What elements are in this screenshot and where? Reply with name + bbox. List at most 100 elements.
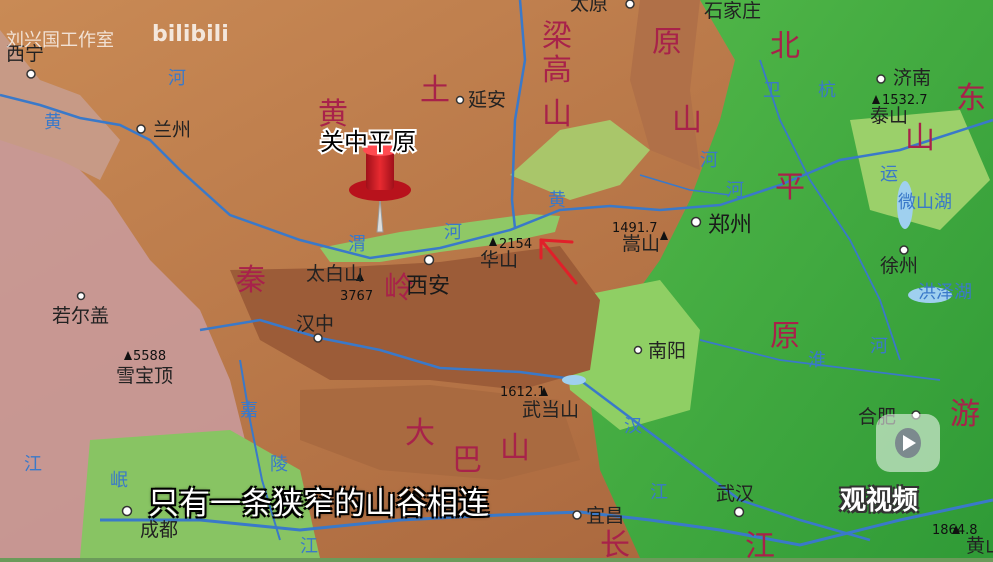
pushpin-needle [376,197,384,233]
region-label-liang: 梁 [542,19,572,54]
river-label-min: 岷 [110,470,128,491]
daba-mountains-terrain [300,385,580,480]
watermark-studio: 刘兴国工作室 [6,30,114,51]
peak-height-taishan: 1532.7 [882,93,928,108]
city-label-lanzhou: 兰州 [153,119,191,141]
city-dot-xuzhou [899,245,909,255]
river-label-he2: 河 [444,222,462,243]
city-dot-taiyuan [625,0,635,9]
peak-label-huangshan: 黄山 [966,535,993,557]
subtitle-caption: 只有一条狭窄的山谷相连 [148,486,489,522]
weishan-lake [897,181,913,229]
region-label-yuan1: 原 [652,25,682,60]
city-dot-chengdu [121,505,133,517]
river-label-hongzehu: 洪泽湖 [918,282,972,303]
city-dot-ruoergai [76,291,86,301]
region-label-ba: 巴 [452,443,482,478]
city-dot-hanzhong [313,333,323,343]
city-label-xian: 西安 [406,274,450,299]
red-arrow-shaft [539,238,578,285]
city-label-yanan: 延安 [468,89,506,111]
region-label-you: 游 [950,397,980,432]
play-icon [903,435,916,451]
river-label-yun: 运 [880,164,898,185]
peak-icon-taishan [872,95,880,104]
city-dot-yichang [572,510,582,520]
city-dot-xining [26,69,36,79]
taihang-mountains-terrain [630,0,700,170]
danjiangkou-reservoir [562,375,586,385]
pushpin-icon [349,144,411,233]
peak-height-huashan: 2154 [499,237,532,252]
region-label-shan1: 山 [542,97,572,132]
river-label-weishanhu: 微山湖 [898,192,952,213]
peak-label-taishan: 泰山 [870,105,908,127]
city-dot-lanzhou [136,124,146,134]
peak-label-wudang: 武当山 [522,399,579,421]
qinghai-terrain [0,30,120,180]
pushpin-top [363,144,397,156]
peak-height-songshan: 1491.7 [612,221,658,236]
river-label-hang: 杭 [818,80,836,101]
peak-label-taibai: 太白山 [306,263,363,285]
region-label-ling: 岭 [384,271,414,306]
region-label-jiang: 江 [745,529,775,558]
city-dot-jinan [876,74,886,84]
region-label-chang: 长 [600,528,630,558]
peak-height-xuebao: 5588 [133,349,166,364]
peak-icon-huangshan [952,525,960,534]
city-dot-xian [423,254,435,266]
river-label-he4: 河 [870,336,888,357]
grand-canal-line [759,59,901,361]
city-label-chengdu: 成都 [140,519,178,541]
river-label-he1: 河 [168,68,186,89]
red-arrow-icon [539,238,578,285]
peak-height-huangshan: 1864.8 [932,523,978,538]
peak-icon-huashan [489,237,497,246]
river-label-huang2: 黄 [548,190,566,211]
river-label-he3: 河 [726,180,744,201]
guanzhong-plain [320,214,560,262]
river-label-jiang2: 江 [650,482,668,503]
peak-label-xuebao: 雪宝顶 [116,365,173,387]
city-dot-zhengzhou [690,216,702,228]
city-label-zhengzhou: 郑州 [708,213,752,238]
region-label-yuan2: 原 [770,319,800,354]
river-label-jiang4: 江 [300,536,318,557]
river-label-jiang3: 江 [24,454,42,475]
city-label-jinan: 济南 [893,67,931,89]
fen-river-valley [510,120,650,200]
play-button[interactable] [876,414,940,472]
region-label-bei: 北 [770,29,800,64]
region-label-shan3: 山 [905,121,935,156]
city-dot-yanan [455,95,465,105]
region-label-gao: 高 [542,53,572,88]
peak-label-songshan: 嵩山 [622,233,660,255]
pushpin-body [366,150,394,190]
region-label-qin: 秦 [236,263,266,298]
city-dots [26,0,921,520]
river-label-han: 汉 [624,416,642,437]
city-label-xining: 西宁 [6,43,44,65]
marker-label-guanzhong: 关中平原 [320,128,416,156]
shandong-hills [850,110,990,230]
peak-icon-wudang [540,387,548,396]
hongze-lake [908,287,952,303]
river-label-jia: 嘉 [240,400,258,421]
city-label-wuhan: 武汉 [716,483,754,505]
region-label-huang: 黄 [318,97,348,132]
jialing-river-line [239,359,281,541]
river-label-ling2: 陵 [270,454,288,475]
city-dot-wuhan [733,506,745,518]
fen-river-line [639,174,731,196]
peak-height-taibai: 3767 [340,289,373,304]
region-label-dong: 东 [956,81,986,116]
river-label-he5: 河 [700,150,718,171]
city-dot-nanyang [633,345,643,355]
watermark-bilibili: bilibili [152,22,229,47]
region-label-da: 大 [405,416,435,451]
peak-label-huashan: 华山 [480,249,518,271]
city-label-yichang: 宜昌 [586,505,624,527]
